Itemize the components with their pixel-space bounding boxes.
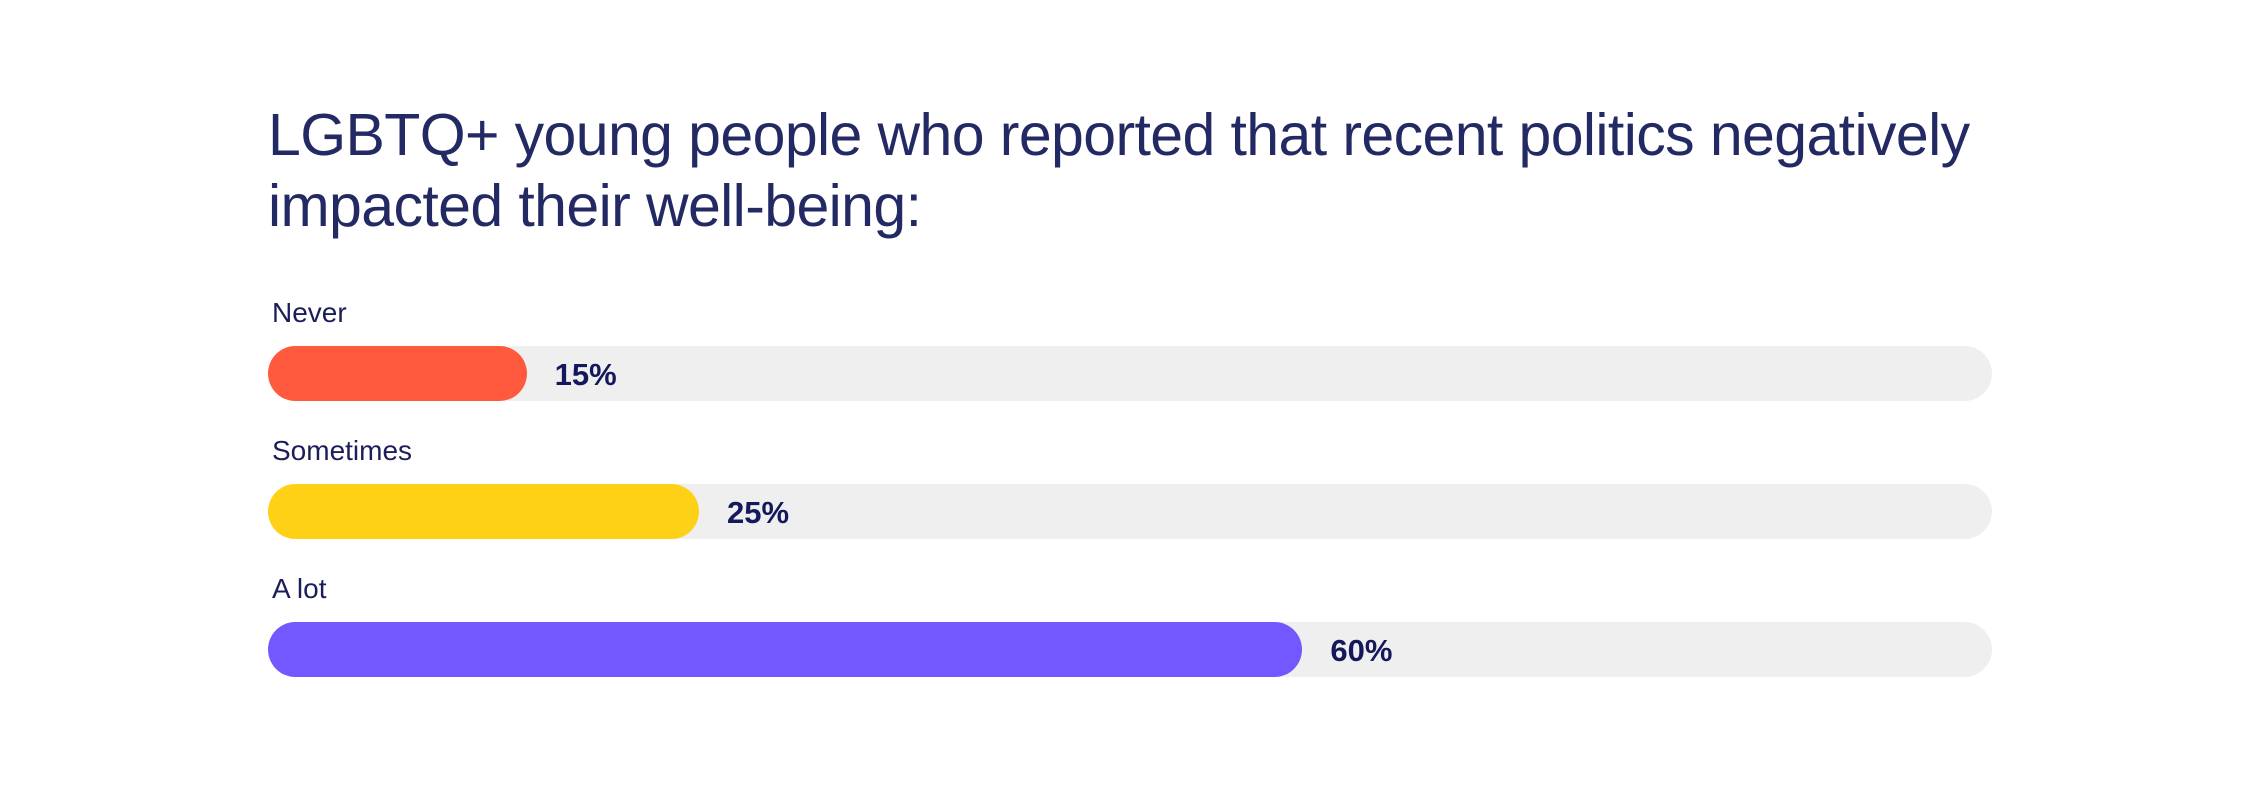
bar-row-a-lot: A lot 60% <box>268 572 1992 710</box>
bar-row-sometimes: Sometimes 25% <box>268 434 1992 572</box>
category-label-never: Never <box>272 297 347 328</box>
bar-sometimes <box>268 484 699 539</box>
bar-track-a-lot <box>268 622 1992 677</box>
chart-title: LGBTQ+ young people who reported that re… <box>268 102 1970 239</box>
bar-never <box>268 346 527 401</box>
value-label-never: 15% <box>554 357 617 392</box>
bar-rows: Never 15% Sometimes 25% A lot 60% <box>268 296 1992 710</box>
bar-chart: LGBTQ+ young people who reported that re… <box>268 100 1992 710</box>
bar-row-never: Never 15% <box>268 296 1992 434</box>
bar-track-sometimes <box>268 484 1992 539</box>
category-label-sometimes: Sometimes <box>272 435 413 466</box>
bar-a-lot <box>268 622 1303 677</box>
value-label-sometimes: 25% <box>727 495 790 530</box>
value-label-a-lot: 60% <box>1330 633 1393 668</box>
category-label-a-lot: A lot <box>272 573 327 604</box>
bar-track-never <box>268 346 1992 401</box>
